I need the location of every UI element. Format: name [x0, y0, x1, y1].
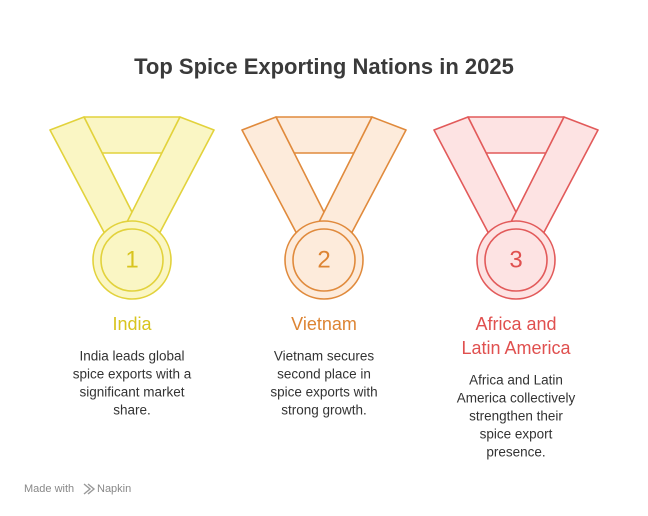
- medal-description: share.: [113, 403, 151, 418]
- medal-name: Latin America: [461, 338, 571, 358]
- medal-description: spice exports with: [270, 385, 377, 400]
- medal-description: significant market: [79, 385, 184, 400]
- medal-inner: [484, 228, 548, 292]
- medal-description: strengthen their: [469, 409, 563, 424]
- medal-inner: [292, 228, 356, 292]
- medal-description: Africa and Latin: [469, 373, 563, 388]
- medal-description: India leads global: [79, 349, 184, 364]
- medal-description: spice export: [480, 427, 553, 442]
- title: Top Spice Exporting Nations in 2025: [134, 54, 514, 79]
- medal-description: spice exports with a: [73, 367, 192, 382]
- medal-name: Africa and: [475, 314, 556, 334]
- footer-prefix: Made with: [24, 483, 74, 495]
- medal-description: presence.: [486, 445, 545, 460]
- medal-name: Vietnam: [291, 314, 357, 334]
- footer-brand: Napkin: [97, 483, 131, 495]
- medal-rank: 3: [509, 246, 522, 273]
- medal-rank: 2: [317, 246, 330, 273]
- medal-rank: 1: [125, 246, 138, 273]
- medal-description: strong growth.: [281, 403, 367, 418]
- medal-name: India: [112, 314, 152, 334]
- medal-description: second place in: [277, 367, 371, 382]
- medal-description: Vietnam secures: [274, 349, 375, 364]
- medal-description: America collectively: [457, 391, 576, 406]
- napkin-logo: [83, 483, 96, 495]
- medal-inner: [100, 228, 164, 292]
